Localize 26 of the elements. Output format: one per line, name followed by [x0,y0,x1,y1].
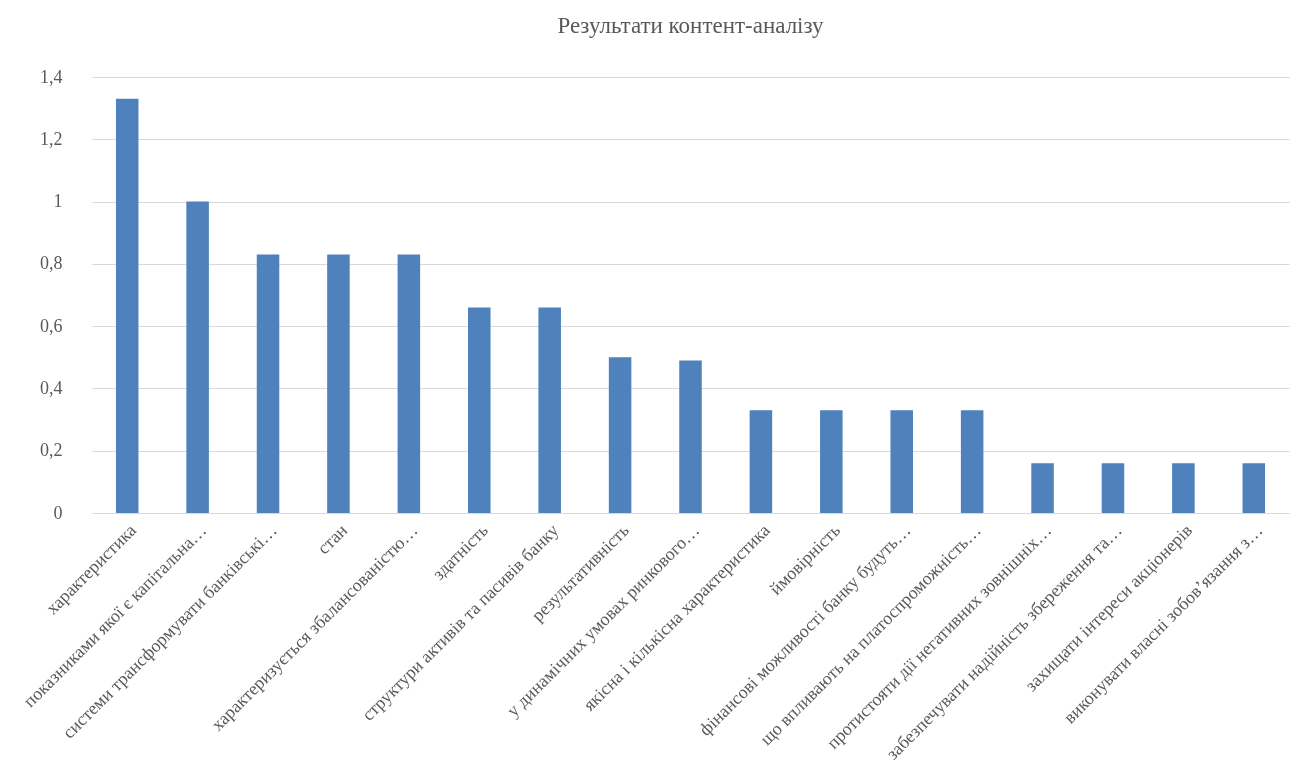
chart-title: Результати контент-аналізу [557,13,825,38]
bar [1172,463,1195,513]
bar [327,254,350,513]
y-tick-label: 1,2 [40,128,63,149]
bar [679,360,702,513]
bar [115,98,139,513]
y-tick-label: 0 [53,502,63,523]
y-tick-label: 0,2 [40,440,63,461]
bar [468,307,491,513]
bar [256,254,280,513]
bar [1242,463,1266,513]
y-tick-label: 0,8 [40,253,63,274]
bar [608,357,632,513]
bar [890,410,913,513]
bar [186,201,209,513]
bar [960,410,984,513]
bar [749,410,773,513]
bar [1101,463,1125,513]
bar [538,307,561,513]
y-tick-label: 0,6 [40,315,63,336]
y-tick-label: 0,4 [40,377,63,398]
bar [397,254,421,513]
bar [820,410,843,513]
bar [1031,463,1054,513]
y-tick-label: 1 [53,191,63,212]
y-tick-label: 1,4 [40,66,63,87]
